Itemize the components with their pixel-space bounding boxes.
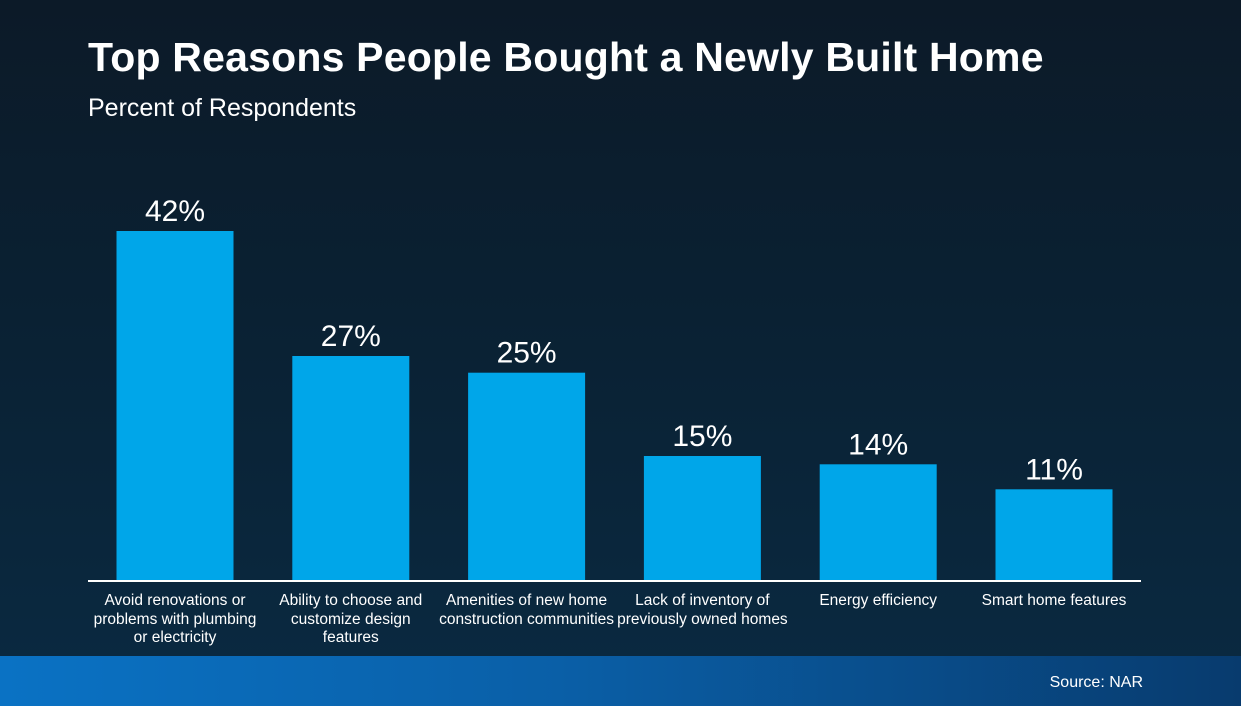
footer-bar: Source: NAR xyxy=(0,656,1241,706)
bar-3 xyxy=(468,372,586,581)
chart-title: Top Reasons People Bought a Newly Built … xyxy=(88,34,1044,80)
bar-6 xyxy=(995,489,1113,581)
chart-subtitle: Percent of Respondents xyxy=(88,94,357,122)
bar-value-label-5: 14% xyxy=(848,428,908,461)
source-note: Source: NAR xyxy=(1049,674,1143,691)
bar-value-label-1: 42% xyxy=(145,195,205,228)
bar-4 xyxy=(643,456,761,581)
bar-value-label-2: 27% xyxy=(321,320,381,353)
bar-value-label-4: 15% xyxy=(672,420,732,453)
bar-2 xyxy=(292,356,410,581)
bar-value-label-3: 25% xyxy=(497,337,557,370)
bar-5 xyxy=(819,464,937,581)
bar-1 xyxy=(116,231,234,581)
bar-value-label-6: 11% xyxy=(1025,453,1083,486)
